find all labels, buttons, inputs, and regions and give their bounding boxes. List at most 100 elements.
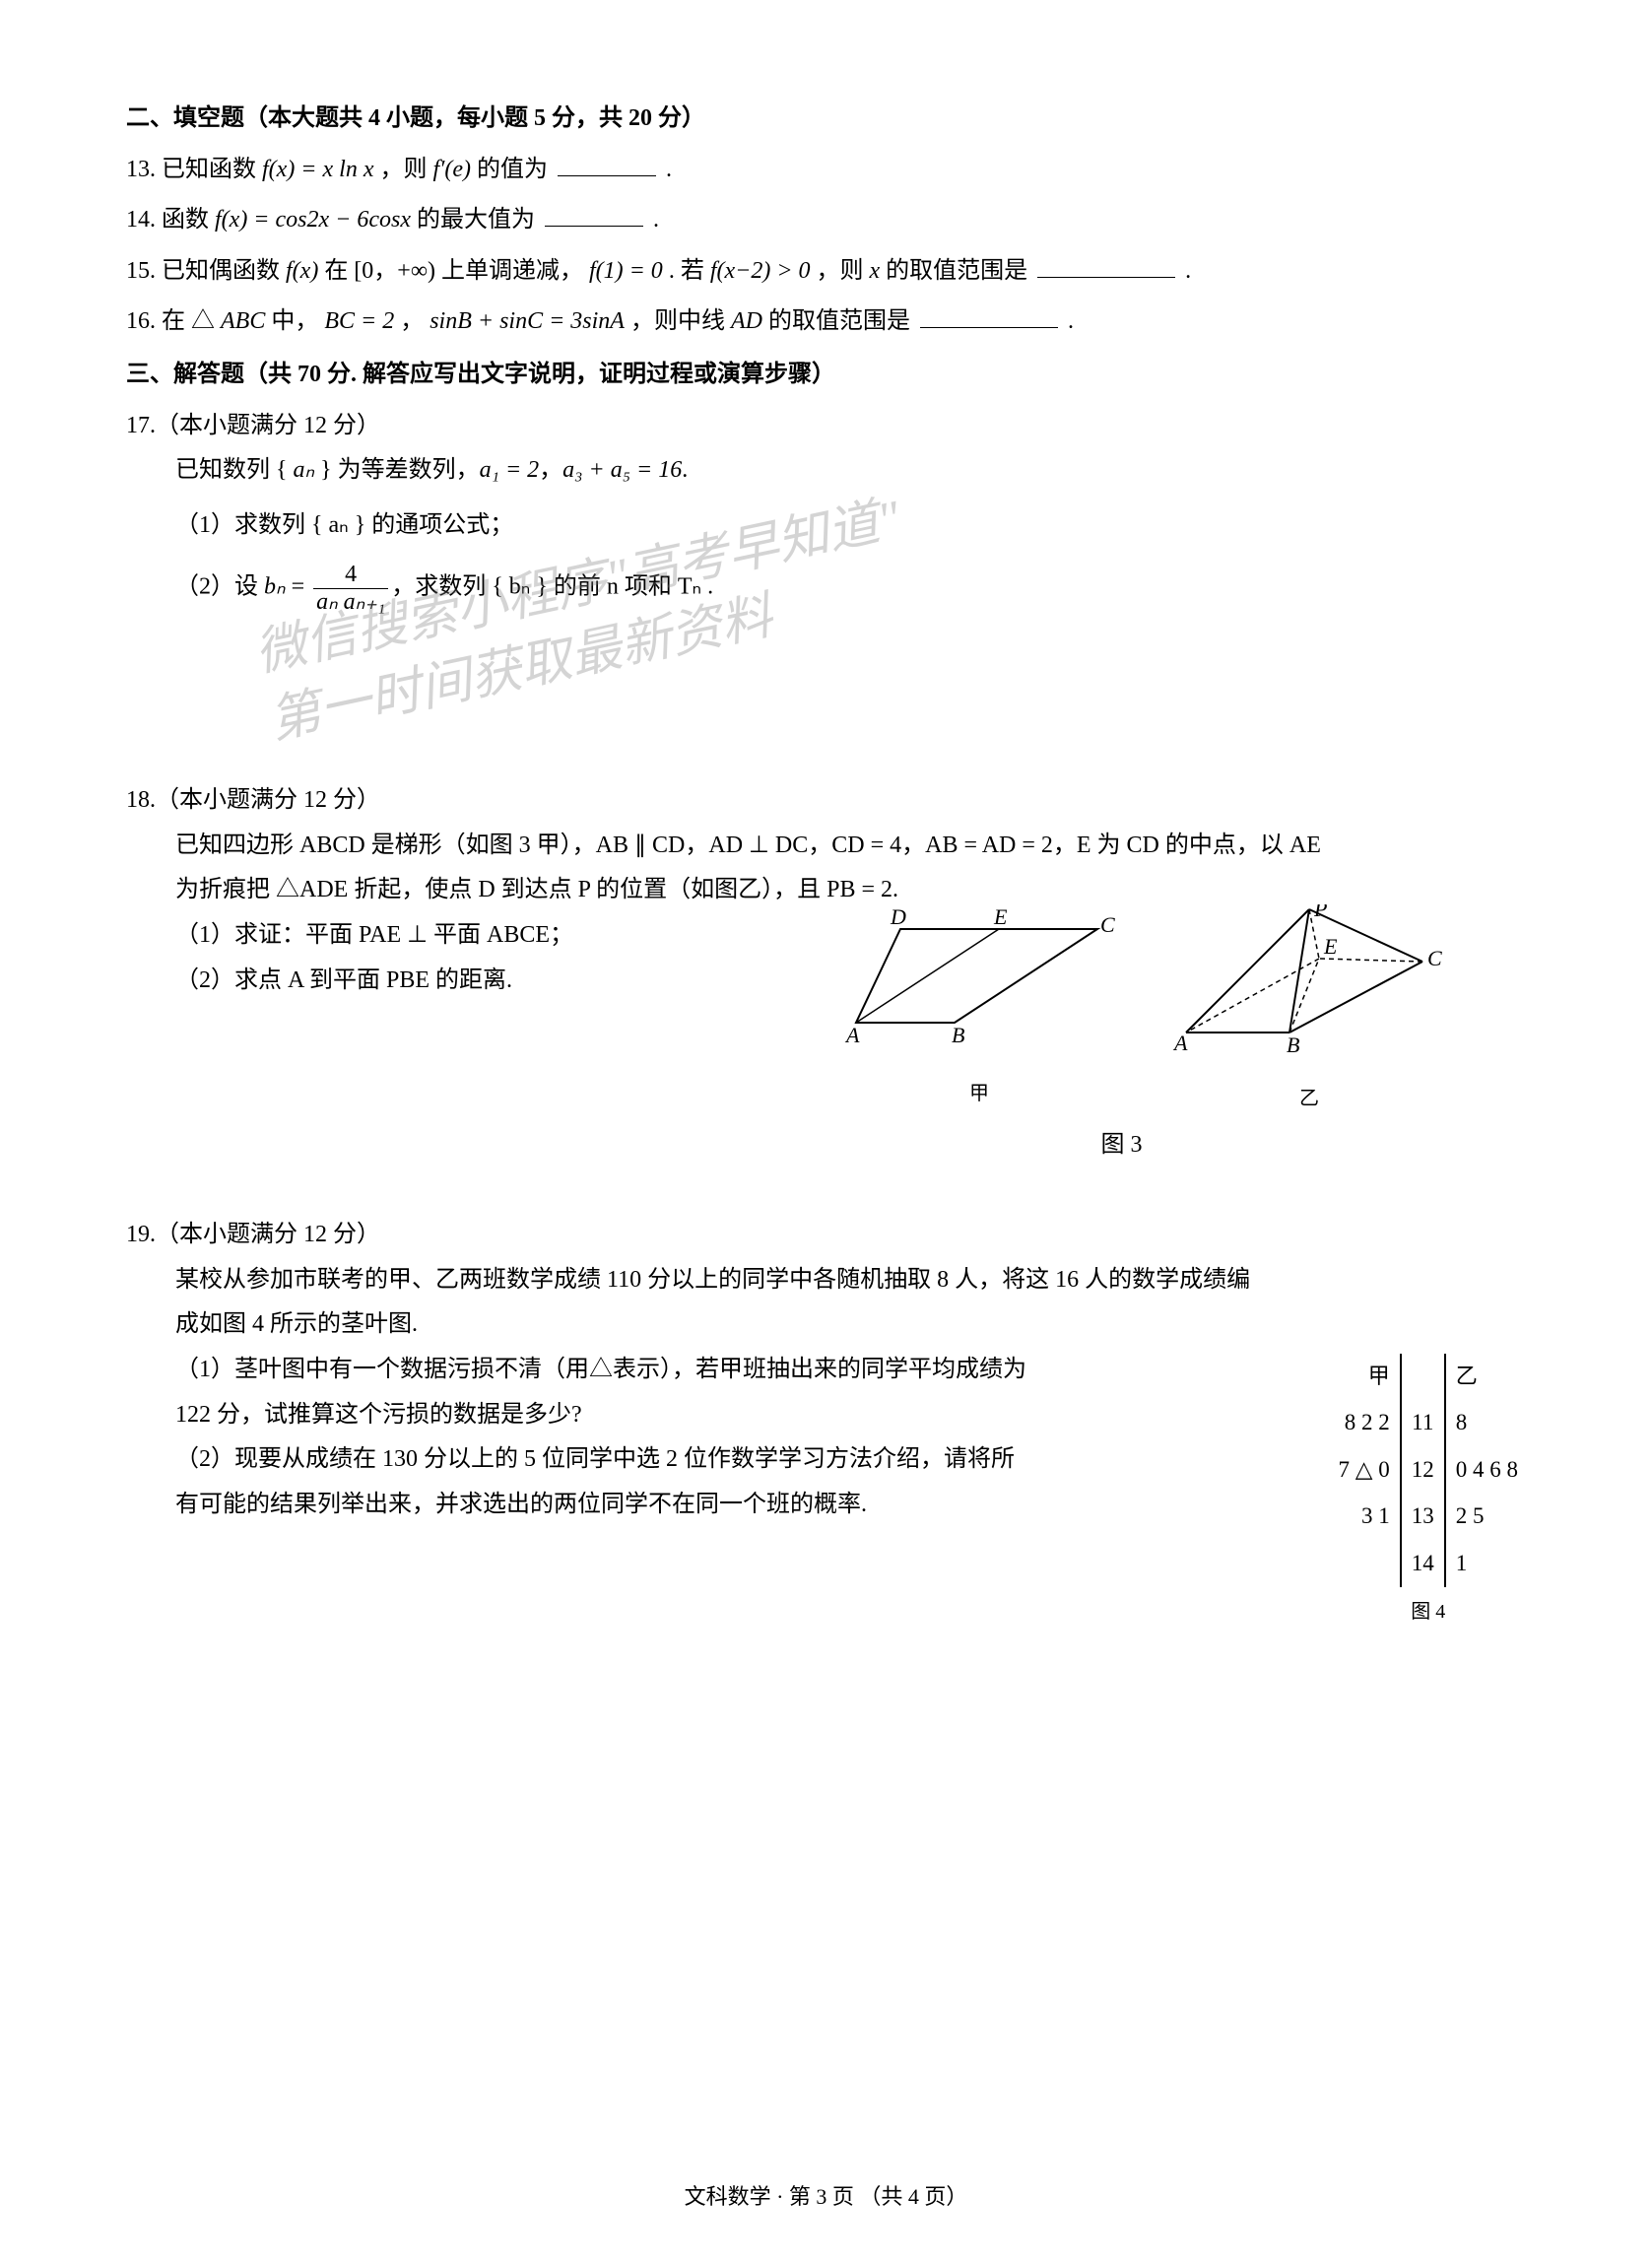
q13-blank [558, 157, 656, 176]
sl-r1-right: 0 4 6 8 [1445, 1446, 1526, 1494]
svg-text:B: B [1287, 1033, 1299, 1057]
q13: 13. 已知函数 f(x) = x ln x ，则 f′(e) 的值为 . [126, 148, 1526, 193]
q15-math3: f(x−2) > 0 [710, 258, 811, 284]
q16-text-c: ， [400, 308, 424, 334]
q15-num: 15. [126, 258, 156, 284]
spacer-1 [126, 615, 1526, 772]
q17-frac-den: aₙ aₙ₊₁ [313, 589, 388, 615]
q13-text-c: 的值为 [477, 157, 548, 182]
q16-text-d: ，则中线 [630, 308, 731, 334]
q17-l1e: a₃ + a₅ = 16 [562, 457, 682, 483]
q16-text-b: 中， [271, 308, 318, 334]
q16-math2: BC = 2 [324, 308, 394, 334]
q14-text-b: 的最大值为 [417, 207, 535, 233]
q16-math3: sinB + sinC = 3sinA [430, 308, 625, 334]
q13-text-b: ，则 [379, 157, 432, 182]
q13-num: 13. [126, 157, 156, 182]
q15-text-e: 的取值范围是 [886, 258, 1027, 284]
q16-num: 16. [126, 308, 156, 334]
q13-text-a: 已知函数 [162, 157, 262, 182]
q15-math: f(x) [286, 258, 318, 284]
figure-yi-label: 乙 [1171, 1080, 1447, 1117]
stemleaf-header-left: 甲 [1331, 1354, 1401, 1399]
q19-sub1a: （1）茎叶图中有一个数据污损不清（用△表示），若甲班抽出来的同学平均成绩为 [126, 1348, 1311, 1393]
svg-text:D: D [890, 904, 906, 929]
q15-text-a: 已知偶函数 [162, 258, 286, 284]
q14-num: 14. [126, 207, 156, 233]
stemleaf-container: 甲 乙 8 2 2 11 8 7 △ 0 12 0 4 6 8 [1331, 1354, 1526, 1631]
stemleaf-header-stem [1401, 1354, 1445, 1399]
q17-frac-num: 4 [313, 562, 388, 588]
figure-yi-svg: A B C E P [1171, 904, 1447, 1057]
q13-math: f(x) = x ln x [262, 157, 373, 182]
q13-math2: f′(e) [432, 157, 471, 182]
q18-header: 18.（本小题满分 12 分） [126, 778, 1526, 824]
svg-text:C: C [1100, 912, 1115, 937]
figure3-caption: 图 3 [126, 1123, 1526, 1168]
q16-math: ABC [221, 308, 265, 334]
sl-r0-stem: 11 [1401, 1399, 1445, 1446]
q19-line1: 某校从参加市联考的甲、乙两班数学成绩 110 分以上的同学中各随机抽取 8 人，… [126, 1258, 1526, 1303]
q13-period: . [666, 157, 672, 182]
sl-r2-stem: 13 [1401, 1493, 1445, 1540]
section-3-title: 三、解答题（共 70 分. 解答应写出文字说明，证明过程或演算步骤） [126, 353, 1526, 398]
page-footer: 文科数学 · 第 3 页 （共 4 页） [0, 2179, 1652, 2211]
q15-text-d: ，则 [817, 258, 870, 284]
q14-math: f(x) = cos2x − 6cosx [215, 207, 411, 233]
section-2-title: 二、填空题（本大题共 4 小题，每小题 5 分，共 20 分） [126, 97, 1526, 142]
q19-line2: 成如图 4 所示的茎叶图. [126, 1302, 1526, 1348]
q17-sub1: （1）求数列 { aₙ } 的通项公式； [126, 503, 1526, 549]
q15-math2: f(1) = 0 [589, 258, 663, 284]
q17-l1b: } 为等差数列， [314, 457, 480, 483]
q19: 19.（本小题满分 12 分） 某校从参加市联考的甲、乙两班数学成绩 110 分… [126, 1213, 1526, 1630]
sl-r0-left: 8 2 2 [1331, 1399, 1401, 1446]
q19-sub2b: 有可能的结果列举出来，并求选出的两位同学不在同一个班的概率. [126, 1483, 1311, 1528]
q15-text-c: . 若 [669, 258, 710, 284]
q16-text-e: 的取值范围是 [768, 308, 910, 334]
sl-r3-right: 1 [1445, 1540, 1526, 1587]
sl-r0-right: 8 [1445, 1399, 1526, 1446]
q17-header: 17.（本小题满分 12 分） [126, 404, 1526, 449]
q17-s2a: （2）设 [175, 574, 264, 600]
q19-header: 19.（本小题满分 12 分） [126, 1213, 1526, 1258]
q17-l1f: . [682, 457, 688, 483]
svg-text:E: E [993, 904, 1008, 929]
q17-sub2: （2）设 bₙ = 4aₙ aₙ₊₁，求数列 { bₙ } 的前 n 项和 Tₙ… [126, 562, 1526, 615]
page-container: 二、填空题（本大题共 4 小题，每小题 5 分，共 20 分） 13. 已知函数… [0, 0, 1652, 1670]
svg-text:B: B [952, 1023, 964, 1047]
q16-blank [920, 308, 1058, 328]
svg-text:E: E [1323, 934, 1338, 959]
q17-l1c: a₁ = 2 [480, 457, 540, 483]
q19-sub2a: （2）现要从成绩在 130 分以上的 5 位同学中选 2 位作数学学习方法介绍，… [126, 1437, 1311, 1483]
q17-an: aₙ [294, 457, 315, 483]
stemleaf-table: 甲 乙 8 2 2 11 8 7 △ 0 12 0 4 6 8 [1331, 1354, 1526, 1587]
q16-math4: AD [731, 308, 762, 334]
q14-blank [545, 207, 643, 227]
svg-text:A: A [844, 1023, 860, 1047]
q18-line1: 已知四边形 ABCD 是梯形（如图 3 甲），AB ∥ CD，AD ⊥ DC，C… [126, 824, 1526, 869]
q16: 16. 在 △ ABC 中， BC = 2 ， sinB + sinC = 3s… [126, 300, 1526, 345]
spacer-2 [126, 1167, 1526, 1207]
q14-period: . [653, 207, 659, 233]
svg-text:P: P [1313, 904, 1327, 921]
q15-math4: x [870, 258, 881, 284]
q16-period: . [1068, 308, 1074, 334]
q17-l1a: 已知数列 { [175, 457, 294, 483]
q17: 17.（本小题满分 12 分） 已知数列 { aₙ } 为等差数列，a₁ = 2… [126, 404, 1526, 616]
q17-bn: bₙ [264, 574, 286, 600]
figure-jia: A B C D E 甲 [841, 904, 1117, 1117]
q15-text-b: 在 [0，+∞) 上单调递减， [324, 258, 583, 284]
q17-eq: = [286, 574, 311, 600]
q15: 15. 已知偶函数 f(x) 在 [0，+∞) 上单调递减， f(1) = 0 … [126, 249, 1526, 295]
svg-text:A: A [1172, 1031, 1188, 1055]
q14: 14. 函数 f(x) = cos2x − 6cosx 的最大值为 . [126, 198, 1526, 243]
sl-r2-left: 3 1 [1331, 1493, 1401, 1540]
svg-text:C: C [1427, 946, 1442, 970]
sl-r3-left [1331, 1540, 1401, 1587]
q16-text-a: 在 △ [162, 308, 215, 334]
stemleaf-header-right: 乙 [1445, 1354, 1526, 1399]
q17-l1d: ， [539, 457, 562, 483]
sl-r1-stem: 12 [1401, 1446, 1445, 1494]
q19-sub1b: 122 分，试推算这个污损的数据是多少? [126, 1393, 1311, 1438]
sl-r3-stem: 14 [1401, 1540, 1445, 1587]
